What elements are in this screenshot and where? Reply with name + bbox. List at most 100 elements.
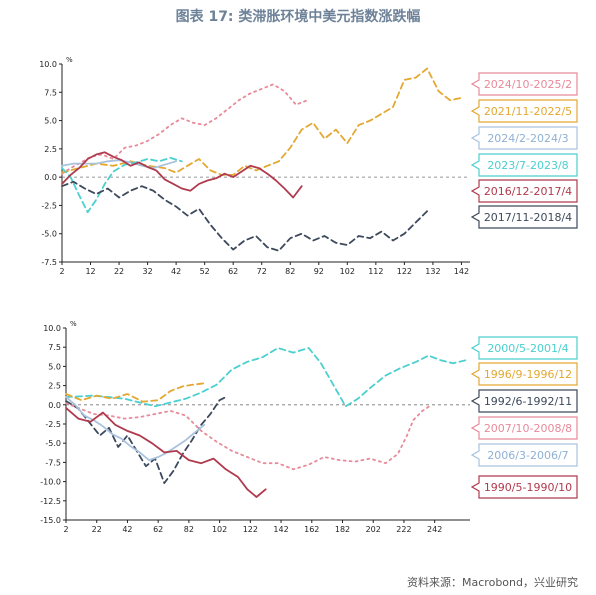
x-tick-label: 2 (59, 267, 64, 276)
legend-item: 2023/7-2023/8 (470, 153, 578, 177)
x-tick-label: 162 (304, 525, 319, 534)
legend-item: 2021/11-2022/5 (470, 99, 578, 123)
legend-item: 2016/12-2017/4 (470, 179, 578, 203)
series-line (61, 180, 429, 252)
x-tick-label: 102 (212, 525, 227, 534)
x-tick-label: 22 (92, 525, 102, 534)
series-line (61, 156, 183, 214)
x-tick-label: 122 (397, 267, 412, 276)
x-tick-label: 42 (122, 525, 132, 534)
series-line (65, 396, 227, 485)
y-unit-label: % (66, 56, 73, 64)
y-tick-label: 0.0 (48, 401, 61, 410)
legend-label: 2024/10-2025/2 (484, 78, 572, 91)
legend-item: 1990/5-1990/10 (470, 475, 578, 499)
y-tick-label: -7.5 (41, 258, 57, 267)
legend-box (470, 416, 578, 440)
y-tick-label: 10.0 (43, 324, 61, 333)
legend-item: 1992/6-1992/11 (470, 389, 578, 413)
y-tick-label: 5.0 (48, 362, 61, 371)
x-tick-label: 72 (257, 267, 267, 276)
legend-label: 1992/6-1992/11 (484, 395, 572, 408)
legend-label: 2006/3-2006/7 (487, 449, 568, 462)
legend-label: 2021/11-2022/5 (484, 105, 572, 118)
chart-title: 图表 17: 类滞胀环境中美元指数涨跌幅 (175, 9, 421, 25)
legend-label: 2024/2-2024/3 (487, 132, 568, 145)
legend-label: 2023/7-2023/8 (487, 159, 568, 172)
y-tick-label: -5.0 (41, 230, 57, 239)
x-tick-label: 42 (171, 267, 181, 276)
legend-item: 2000/5-2001/4 (470, 336, 578, 360)
legend-box (470, 99, 578, 123)
y-tick-label: -10.0 (40, 478, 61, 487)
y-tick-label: -7.5 (45, 458, 61, 467)
legend-label: 2017/11-2018/4 (484, 211, 572, 224)
y-tick-label: 5.0 (44, 117, 57, 126)
source-note: 资料来源：Macrobond，兴业研究 (407, 576, 578, 589)
x-tick-label: 202 (366, 525, 381, 534)
series-line (65, 382, 206, 403)
legend-box (470, 179, 578, 203)
x-tick-label: 122 (243, 525, 258, 534)
x-tick-label: 182 (335, 525, 350, 534)
y-tick-label: 2.5 (44, 145, 57, 154)
series-line (61, 159, 178, 170)
y-unit-label: % (70, 320, 77, 328)
x-tick-label: 142 (454, 267, 469, 276)
legend-label: 2000/5-2001/4 (487, 342, 568, 355)
x-tick-label: 112 (368, 267, 383, 276)
y-tick-label: -2.5 (45, 420, 61, 429)
legend-box (470, 72, 578, 96)
x-tick-label: 12 (85, 267, 95, 276)
series-line (61, 83, 309, 175)
x-tick-label: 82 (184, 525, 194, 534)
x-tick-label: 82 (285, 267, 295, 276)
legend-box (470, 336, 578, 360)
legend-label: 1996/9-1996/12 (484, 368, 572, 381)
legend-box (470, 153, 578, 177)
legend-box (470, 205, 578, 229)
legend-item: 2017/11-2018/4 (470, 205, 578, 229)
legend-box (470, 475, 578, 499)
x-tick-label: 222 (396, 525, 411, 534)
legend-label: 2016/12-2017/4 (484, 185, 572, 198)
legend-box (470, 443, 578, 467)
chart-panel-1: % 10.0 7.5 5.0 2.5 0.0 -2.5 -5.0 -7.52 12 22 32 42 52… (39, 56, 578, 276)
x-tick-label: 132 (425, 267, 440, 276)
y-tick-label: -2.5 (41, 201, 57, 210)
legend-label: 2007/10-2008/8 (484, 422, 572, 435)
x-tick-label: 92 (314, 267, 324, 276)
y-tick-label: 0.0 (44, 173, 57, 182)
y-tick-label: -5.0 (45, 439, 61, 448)
x-tick-label: 52 (200, 267, 210, 276)
x-tick-label: 2 (63, 525, 68, 534)
legend-item: 2006/3-2006/7 (470, 443, 578, 467)
x-tick-label: 22 (114, 267, 124, 276)
legend-item: 2007/10-2008/8 (470, 416, 578, 440)
series-line (65, 402, 433, 471)
x-tick-label: 32 (143, 267, 153, 276)
x-tick-label: 242 (427, 525, 442, 534)
x-tick-label: 62 (153, 525, 163, 534)
legend-label: 1990/5-1990/10 (484, 481, 572, 494)
legend-item: 2024/10-2025/2 (470, 72, 578, 96)
legend-item: 2024/2-2024/3 (470, 126, 578, 150)
x-tick-label: 142 (273, 525, 288, 534)
legend-item: 1996/9-1996/12 (470, 362, 578, 386)
x-tick-label: 62 (228, 267, 238, 276)
series-line (61, 67, 463, 176)
chart-panel-2: % 10.0 7.5 5.0 2.5 0.0 -2.5 -5.0 -7.5 -10.0 -12.5 -… (40, 320, 578, 534)
y-tick-label: -12.5 (40, 497, 61, 506)
series-line (61, 151, 303, 199)
legend-box (470, 126, 578, 150)
y-tick-label: 10.0 (39, 60, 57, 69)
series-line (65, 347, 467, 408)
y-tick-label: 7.5 (44, 88, 57, 97)
y-tick-label: 2.5 (48, 382, 61, 391)
y-tick-label: 7.5 (48, 343, 61, 352)
series-line (65, 396, 206, 462)
legend-box (470, 389, 578, 413)
series-line (65, 406, 267, 498)
legend-box (470, 362, 578, 386)
